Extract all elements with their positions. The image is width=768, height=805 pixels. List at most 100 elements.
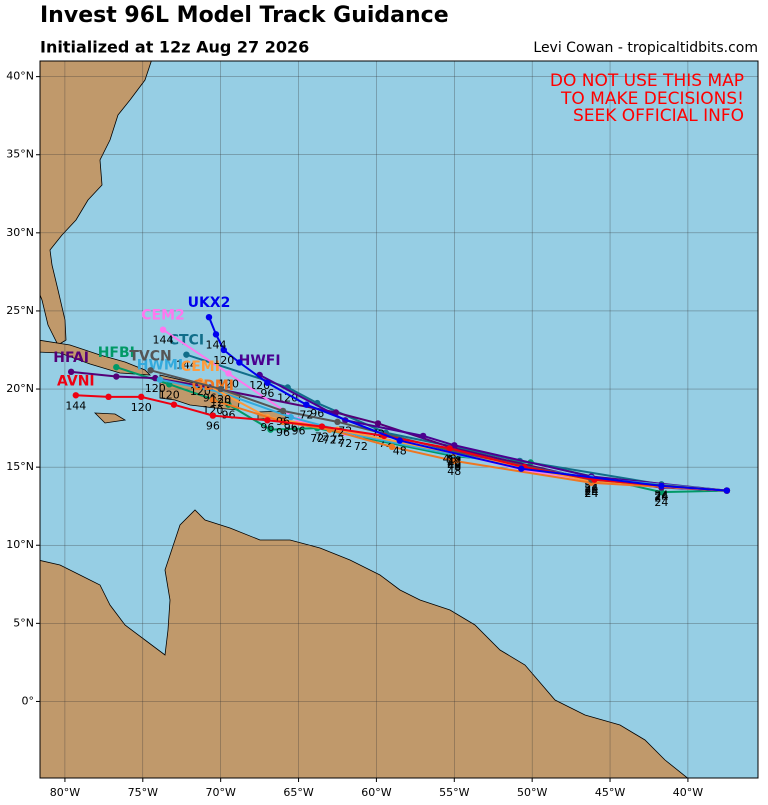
model-name: TVCN — [129, 348, 171, 364]
track-line — [199, 380, 727, 492]
track-point — [183, 351, 190, 358]
track-point — [303, 401, 310, 408]
model-name: CTCI — [169, 333, 204, 349]
track-point — [374, 420, 382, 427]
track-point — [334, 418, 341, 426]
forecast-hour: 96 — [206, 420, 220, 433]
ticks: 80°W 75°W 70°W 65°W 60°W 55°W 50°W 45°W 40°W 0° 5°… — [6, 70, 703, 799]
forecast-hour: 72 — [315, 431, 329, 444]
model-name: UKX2 — [188, 295, 231, 311]
warning-line: SEEK OFFICIAL INFO — [573, 106, 744, 126]
model-name: AVNI — [57, 373, 95, 389]
forecast-hour: 120 — [159, 388, 180, 401]
track-point — [205, 313, 213, 321]
forecast-hour: 96 — [276, 426, 290, 439]
forecast-hour: 96 — [292, 424, 306, 437]
model-name: HWFI — [239, 353, 281, 369]
track-point — [209, 396, 217, 404]
forecast-hour: 24 — [654, 490, 668, 503]
x-tick-label: 70°W — [205, 786, 235, 799]
forecast-hour: 24 — [584, 484, 598, 497]
track-point — [451, 442, 458, 449]
forecast-hour: 96 — [260, 421, 274, 434]
title: Invest 96L Model Track Guidance — [40, 3, 449, 28]
track-point — [212, 331, 220, 338]
cuba — [40, 339, 152, 376]
track-point — [225, 370, 232, 377]
track-point — [113, 373, 120, 380]
x-tick-label: 65°W — [283, 786, 313, 799]
forecast-hour: 24 — [584, 482, 598, 495]
warning-line: DO NOT USE THIS MAP — [550, 71, 744, 91]
north-america — [40, 61, 152, 346]
forecast-hour: 48 — [447, 456, 461, 469]
track-point — [113, 363, 120, 371]
forecast-hour: 24 — [654, 490, 668, 503]
subtitle: Initialized at 12z Aug 27 2026 — [40, 38, 309, 57]
track-point — [138, 393, 145, 401]
map-area: 24487296120HFBI24487296120144CTCI2448729… — [40, 61, 758, 778]
y-tick-label: 30°N — [6, 226, 34, 239]
y-tick-label: 35°N — [6, 148, 34, 161]
x-tick-label: 75°W — [128, 786, 158, 799]
track-point — [220, 346, 227, 354]
track-point — [156, 376, 164, 383]
forecast-hour: 96 — [260, 387, 274, 400]
y-tick-label: 15°N — [6, 460, 34, 473]
forecast-hour: 72 — [330, 434, 344, 447]
forecast-hour: 120 — [190, 385, 211, 398]
x-tick-label: 45°W — [595, 786, 625, 799]
track-point — [159, 326, 167, 333]
track-point — [267, 426, 274, 433]
track-point — [209, 412, 217, 419]
y-tick-label: 5°N — [13, 616, 34, 629]
forecast-hour: 120 — [145, 382, 166, 395]
y-tick-label: 20°N — [6, 382, 34, 395]
forecast-hour: 144 — [153, 334, 174, 347]
forecast-hour: 72 — [299, 409, 313, 422]
forecast-hour: 24 — [584, 487, 598, 500]
forecast-hour: 48 — [447, 460, 461, 473]
model-name: CEM2 — [141, 308, 185, 324]
y-tick-label: 0° — [22, 694, 35, 707]
y-tick-label: 10°N — [6, 538, 34, 551]
forecast-hour: 72 — [354, 440, 368, 453]
track-point — [388, 443, 396, 451]
track-point — [446, 445, 453, 452]
forecast-hour: 72 — [310, 432, 324, 445]
forecast-hour: 120 — [210, 393, 231, 406]
forecast-hour: 72 — [338, 437, 352, 450]
track-point — [658, 482, 665, 490]
x-tick-label: 80°W — [50, 786, 80, 799]
warning-line: TO MAKE DECISIONS! — [560, 89, 744, 109]
forecast-hour: 120 — [213, 354, 234, 367]
forecast-hour: 144 — [205, 338, 226, 351]
track-point — [419, 432, 427, 440]
track-point — [518, 465, 525, 472]
x-tick-label: 55°W — [439, 786, 469, 799]
track-point — [396, 437, 403, 444]
x-tick-label: 50°W — [517, 786, 547, 799]
x-tick-label: 60°W — [361, 786, 391, 799]
forecast-hour: 72 — [323, 434, 337, 447]
model-name: CEMI — [181, 359, 220, 375]
model-name: HFAI — [53, 350, 89, 366]
track-line — [208, 316, 727, 492]
forecast-hour: 24 — [654, 488, 668, 501]
track-point — [105, 393, 112, 401]
track-point — [451, 457, 458, 465]
track-point — [264, 417, 271, 424]
tracks: 24487296120HFBI24487296120144CTCI2448729… — [53, 295, 731, 509]
track-point — [67, 368, 75, 376]
y-tick-label: 25°N — [6, 304, 34, 317]
track-point — [318, 423, 326, 430]
track-line — [259, 374, 727, 492]
track-point — [287, 413, 294, 421]
track-point — [72, 392, 80, 399]
track-point — [658, 488, 665, 496]
forecast-hour: 24 — [584, 487, 598, 500]
track-point — [264, 379, 271, 386]
forecast-hour: 48 — [393, 445, 407, 458]
track-point — [279, 407, 287, 415]
